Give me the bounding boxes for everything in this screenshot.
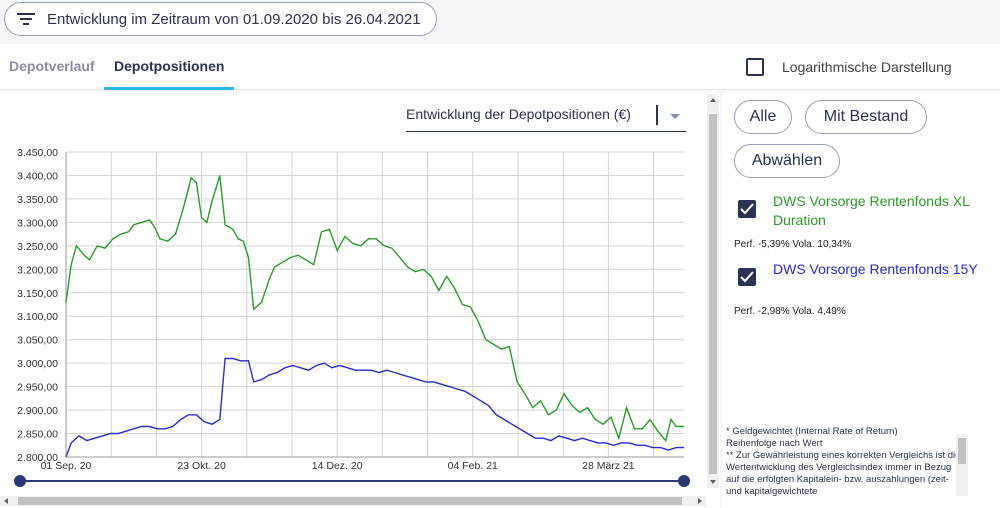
position-performance: Perf. -2,98% Vola. 4,49%	[734, 306, 846, 317]
series-line	[65, 357, 684, 458]
position-performance: Perf. -5,39% Vola. 10,34%	[734, 239, 852, 250]
scroll-thumb[interactable]	[958, 438, 966, 464]
footnote-scrollbar[interactable]	[956, 434, 968, 496]
select-all-button[interactable]: Alle	[734, 100, 792, 134]
log-scale-toggle[interactable]: Logarithmische Darstellung	[746, 58, 952, 76]
filter-icon	[17, 12, 35, 26]
x-tick-label: 04 Feb. 21	[448, 460, 498, 472]
y-tick-label: 3.200,00	[17, 264, 58, 276]
range-slider-handle-start[interactable]	[14, 475, 26, 487]
footnote-line: Reihenfolge nach Wert	[726, 438, 823, 449]
tab-depotverlauf[interactable]: Depotverlauf	[9, 58, 95, 74]
y-tick-label: 3.250,00	[17, 241, 58, 253]
line-chart: 3.450,00 3.400,00 3.350,00 3.300,00 3.250,00…	[14, 147, 690, 487]
position-item[interactable]: DWS Vorsorge Rentenfonds XL Duration	[738, 192, 988, 252]
scroll-up-icon[interactable]	[710, 98, 716, 102]
position-name: DWS Vorsorge Rentenfonds 15Y	[773, 261, 978, 277]
x-tick-label: 28 März 21	[582, 460, 635, 472]
log-scale-label: Logarithmische Darstellung	[782, 59, 952, 75]
chart-vertical-scrollbar[interactable]	[707, 94, 719, 488]
chart-series-select-value: Entwicklung der Depotpositionen (€)	[406, 106, 631, 122]
with-stock-button[interactable]: Mit Bestand	[805, 100, 927, 134]
y-tick-label: 3.000,00	[17, 358, 58, 370]
y-tick-label: 2.950,00	[17, 382, 58, 394]
y-tick-label: 3.350,00	[17, 194, 58, 206]
x-tick-label: 14 Dez. 20	[312, 460, 363, 472]
footnote-line: * Geldgewichtet (Internal Rate of Return…	[726, 426, 898, 437]
scroll-thumb[interactable]	[18, 497, 682, 505]
y-tick-label: 3.150,00	[17, 288, 58, 300]
log-scale-checkbox[interactable]	[746, 58, 764, 76]
position-checkbox[interactable]	[738, 200, 756, 218]
period-filter-button[interactable]: Entwicklung im Zeitraum von 01.09.2020 b…	[4, 2, 437, 36]
y-tick-label: 3.300,00	[17, 217, 58, 229]
tab-depotpositionen[interactable]: Depotpositionen	[114, 58, 225, 74]
scroll-left-icon[interactable]	[4, 498, 8, 504]
footnotes: * Geldgewichtet (Internal Rate of Return…	[726, 426, 962, 496]
range-slider-handle-end[interactable]	[678, 475, 690, 487]
y-tick-label: 2.800,00	[17, 452, 58, 464]
position-panel: Alle Mit Bestand Abwählen DWS Vorsorge R…	[722, 92, 1000, 508]
series-line	[65, 175, 684, 443]
y-tick-label: 3.050,00	[17, 335, 58, 347]
y-tick-label: 3.450,00	[17, 147, 58, 159]
y-tick-label: 3.100,00	[17, 311, 58, 323]
scroll-right-icon[interactable]	[698, 498, 702, 504]
y-tick-label: 3.400,00	[17, 170, 58, 182]
chart-panel: 3.450,00 3.400,00 3.350,00 3.300,00 3.250,00…	[0, 92, 720, 508]
position-name: DWS Vorsorge Rentenfonds XL Duration	[773, 193, 970, 228]
tabs-bar: Depotverlauf Depotpositionen Logarithmis…	[0, 44, 1000, 90]
select-separator	[656, 105, 658, 125]
period-filter-label: Entwicklung im Zeitraum von 01.09.2020 b…	[47, 10, 421, 28]
y-tick-label: 2.850,00	[17, 429, 58, 441]
scroll-thumb[interactable]	[709, 114, 717, 474]
chart-series-select[interactable]: Entwicklung der Depotpositionen (€)	[406, 105, 686, 132]
deselect-button[interactable]: Abwählen	[734, 144, 840, 178]
x-tick-label: 01 Sep. 20	[41, 460, 92, 472]
footnote-line: ** Zur Gewährleistung eines korrekten Ve…	[726, 450, 961, 496]
y-tick-label: 2.900,00	[17, 405, 58, 417]
chart-horizontal-scrollbar[interactable]	[0, 496, 706, 506]
position-checkbox[interactable]	[738, 268, 756, 286]
scroll-down-icon[interactable]	[710, 480, 716, 484]
x-tick-label: 23 Okt. 20	[177, 460, 226, 472]
position-item[interactable]: DWS Vorsorge Rentenfonds 15Y	[738, 260, 988, 320]
active-tab-indicator	[104, 87, 234, 90]
chevron-down-icon	[670, 114, 680, 119]
